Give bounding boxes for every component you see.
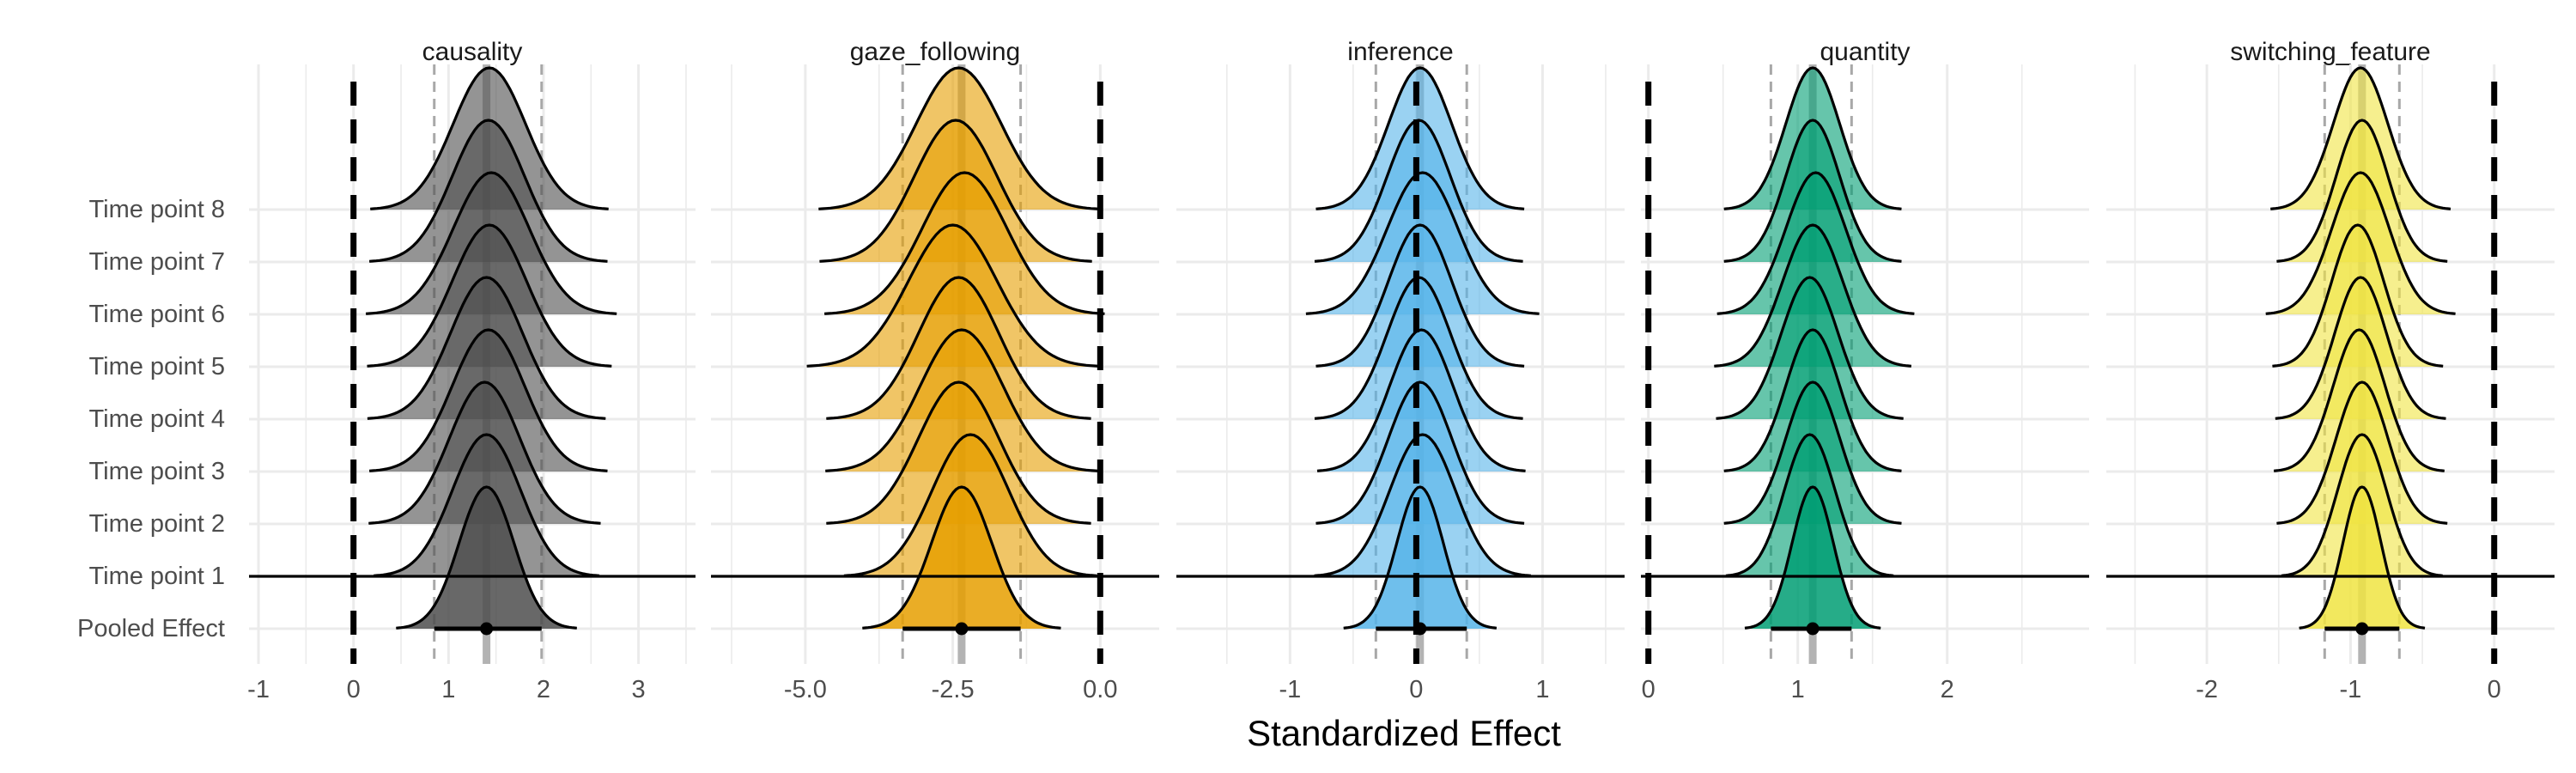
time-point-density-outline (1316, 328, 1526, 472)
time-point-density-outline (368, 328, 608, 472)
pooled-density-outline (1744, 485, 1881, 630)
facet-title: quantity (1820, 38, 1910, 66)
pooled-density-outline (1343, 485, 1498, 630)
row-label: Time point 8 (89, 196, 226, 223)
time-point-density-outline (1305, 171, 1540, 315)
time-point-density-outline (1315, 223, 1525, 368)
row-labels: Pooled Effect Time point 1 Time point 2 Tim… (77, 196, 225, 642)
time-point-density-outline (2265, 171, 2456, 315)
time-point-density-outline (367, 223, 612, 368)
facet-gaze_following: gaze_following -5.0 -2.5 0.0 (711, 38, 1159, 703)
time-point-density-outline (826, 276, 1091, 420)
time-point-density-outline (2276, 380, 2448, 525)
time-point-density-outline (1714, 223, 1912, 368)
time-point-density-outline (1723, 380, 1902, 525)
x-tick-label: 1 (1535, 676, 1549, 703)
pooled-point (955, 622, 969, 636)
time-point-density-outline (1725, 433, 1894, 577)
x-tick-label: 0 (347, 676, 361, 703)
x-tick-label: 1 (1791, 676, 1805, 703)
row-label: Time point 4 (89, 405, 226, 433)
time-point-density-outline (1716, 171, 1915, 315)
time-point-density-outline (1723, 66, 1902, 210)
time-point-density-outline (1315, 66, 1525, 210)
row-label: Time point 6 (89, 301, 226, 328)
time-point-density-outline (368, 119, 608, 263)
facet-title: causality (422, 38, 523, 66)
x-tick-label: -2.5 (932, 676, 975, 703)
time-point-density-outline (826, 380, 1091, 525)
facet-causality: causality -1 0 1 2 3 (247, 38, 696, 703)
time-point-density-outline (823, 171, 1105, 315)
row-label: Pooled Effect (77, 615, 225, 642)
row-label: Time point 3 (89, 458, 226, 485)
facet-panels: causality -1 0 1 2 3 gaze_following -5.0 -2.5 0.0… (247, 38, 2555, 703)
x-axis-title: Standardized Effect (1247, 713, 1561, 753)
facet-title: gaze_following (850, 38, 1020, 66)
time-point-density-outline (818, 66, 1099, 210)
time-point-density-outline (2276, 119, 2448, 263)
facet-quantity: quantity 0 1 2 (1641, 38, 2089, 703)
time-point-density-outline (1723, 119, 1902, 263)
facet-title: inference (1347, 38, 1453, 66)
time-point-density-outline (2273, 328, 2445, 472)
row-label: Time point 7 (89, 248, 226, 276)
x-tick-label: -1 (1279, 676, 1301, 703)
time-point-density-outline (2275, 276, 2446, 420)
x-tick-label: 3 (632, 676, 646, 703)
time-point-density-outline (2272, 223, 2444, 368)
x-tick-label: 1 (441, 676, 455, 703)
time-point-density-outline (367, 276, 606, 420)
pooled-density-outline (2299, 485, 2426, 630)
facet-title: switching_feature (2230, 38, 2430, 66)
time-point-density-outline (1716, 276, 1904, 420)
x-tick-label: 2 (1941, 676, 1954, 703)
pooled-point (480, 622, 494, 636)
pooled-point (1413, 622, 1427, 636)
x-tick-label: -2 (2196, 676, 2218, 703)
time-point-density-outline (2270, 66, 2451, 210)
pooled-density-outline (862, 485, 1061, 630)
time-point-density-outline (374, 433, 600, 577)
x-tick-label: -5.0 (784, 676, 827, 703)
time-point-density-outline (2281, 433, 2443, 577)
row-label: Time point 5 (89, 353, 226, 380)
time-point-density-outline (806, 223, 1099, 368)
time-point-density-outline (843, 433, 1097, 577)
time-point-density-outline (825, 328, 1098, 472)
pooled-point (1806, 622, 1820, 636)
time-point-density-outline (370, 66, 609, 210)
x-tick-label: -1 (247, 676, 270, 703)
facet-inference: inference -1 0 1 (1176, 38, 1625, 703)
pooled-density-outline (396, 485, 577, 630)
time-point-density-outline (1315, 380, 1525, 525)
x-tick-label: 0.0 (1083, 676, 1117, 703)
x-tick-label: 2 (537, 676, 550, 703)
row-label: Time point 2 (89, 510, 226, 538)
time-point-density-outline (368, 380, 601, 525)
time-point-density-outline (365, 171, 617, 315)
x-tick-label: 0 (1642, 676, 1656, 703)
x-tick-label: 0 (1409, 676, 1423, 703)
pooled-point (2355, 622, 2369, 636)
x-tick-label: -1 (2340, 676, 2362, 703)
time-point-density-outline (1723, 328, 1902, 472)
row-label: Time point 1 (89, 563, 226, 590)
x-tick-label: 0 (2488, 676, 2501, 703)
facet-switching_feature: switching_feature -2 -1 0 (2106, 38, 2555, 703)
time-point-density-outline (819, 119, 1092, 263)
time-point-density-outline (1314, 433, 1532, 577)
